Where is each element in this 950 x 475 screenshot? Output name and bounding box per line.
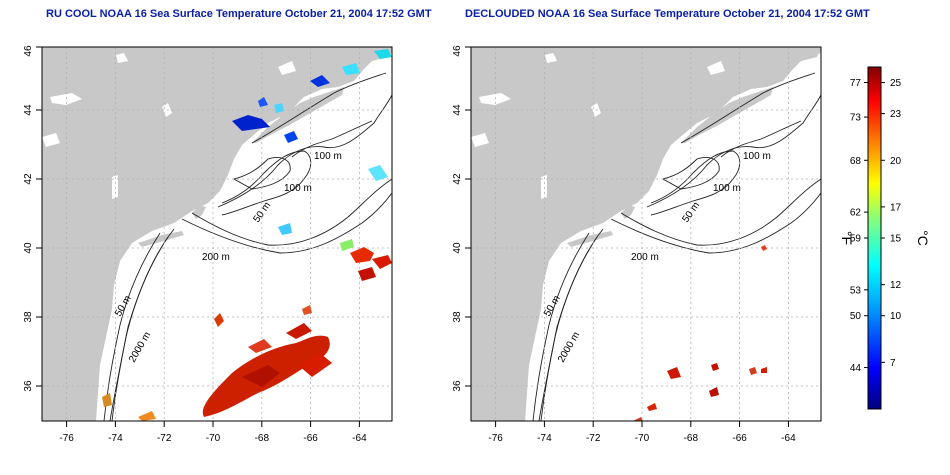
celsius-tick-label: 23: [890, 109, 902, 120]
left-coastline-and-bathymetry: [41, 46, 393, 422]
svg-text:-70: -70: [635, 433, 650, 444]
celsius-tick-label: 17: [890, 202, 902, 213]
fahrenheit-tick-label: 77: [850, 78, 862, 89]
svg-text:-68: -68: [255, 433, 270, 444]
svg-text:100 m: 100 m: [314, 151, 342, 162]
svg-text:-76: -76: [488, 433, 503, 444]
fahrenheit-tick-label: 73: [850, 113, 862, 124]
celsius-tick-label: 10: [890, 311, 902, 322]
right-sst-map: 100 m 100 m 50 m 200 m 50 m 2000 m: [452, 45, 822, 444]
left-x-axis: -76 -74 -72 -70 -68 -66 -64: [59, 421, 367, 444]
svg-text:40: 40: [452, 242, 463, 254]
celsius-axis-label: °C: [915, 230, 931, 246]
svg-text:-68: -68: [684, 433, 699, 444]
svg-text:2000 m: 2000 m: [556, 330, 582, 364]
svg-text:36: 36: [23, 380, 34, 392]
svg-text:-64: -64: [781, 433, 796, 444]
svg-text:-72: -72: [586, 433, 601, 444]
svg-text:-76: -76: [59, 433, 74, 444]
right-y-axis: 36 38 40 42 44 46: [452, 45, 471, 392]
svg-text:-70: -70: [206, 433, 221, 444]
svg-text:50 m: 50 m: [542, 294, 563, 319]
right-x-axis: -76 -74 -72 -70 -68 -66 -64: [488, 421, 796, 444]
fahrenheit-tick-label: 53: [850, 285, 862, 296]
right-plot-frame: [470, 46, 822, 422]
left-y-axis: 36 38 40 42 44 46: [23, 45, 42, 392]
svg-text:-66: -66: [303, 433, 318, 444]
celsius-ticks: 25 23 20 17 15 12 10 7: [881, 78, 902, 369]
svg-text:100 m: 100 m: [743, 151, 771, 162]
fahrenheit-ticks: 77 73 68 62 59 53 50 44: [850, 78, 868, 374]
celsius-tick-label: 12: [890, 280, 902, 291]
svg-text:-64: -64: [352, 433, 367, 444]
svg-text:-74: -74: [537, 433, 552, 444]
left-plot-frame: [41, 46, 393, 422]
fahrenheit-tick-label: 59: [850, 234, 862, 245]
svg-text:46: 46: [452, 45, 463, 57]
svg-text:50 m: 50 m: [113, 294, 134, 319]
celsius-tick-label: 20: [890, 156, 902, 167]
svg-text:-74: -74: [108, 433, 123, 444]
svg-text:200 m: 200 m: [631, 252, 659, 263]
fahrenheit-tick-label: 62: [850, 208, 862, 219]
left-sst-data-patches: [102, 49, 392, 421]
fahrenheit-tick-label: 68: [850, 156, 862, 167]
right-panel-title: DECLOUDED NOAA 16 Sea Surface Temperatur…: [465, 8, 870, 20]
fahrenheit-tick-label: 44: [850, 363, 862, 374]
fahrenheit-axis-label: °F: [839, 231, 855, 245]
svg-text:-66: -66: [732, 433, 747, 444]
temperature-colorbar: 77 73 68 62 59 53 50 44 25 23 20 17 15 12 10 7 °F °C: [839, 66, 931, 410]
svg-text:42: 42: [23, 173, 34, 185]
celsius-tick-label: 7: [890, 358, 896, 369]
svg-text:36: 36: [452, 380, 463, 392]
svg-text:200 m: 200 m: [202, 252, 230, 263]
svg-text:44: 44: [23, 104, 34, 116]
fahrenheit-tick-label: 50: [850, 311, 862, 322]
svg-text:42: 42: [452, 173, 463, 185]
svg-text:2000 m: 2000 m: [127, 330, 153, 364]
celsius-tick-label: 15: [890, 234, 902, 245]
svg-text:-72: -72: [157, 433, 172, 444]
left-sst-map: 100 m 100 m 50 m 200 m 50 m 2000 m: [23, 45, 393, 444]
svg-text:40: 40: [23, 242, 34, 254]
right-sst-data-patches: [633, 245, 767, 421]
svg-text:100 m: 100 m: [284, 183, 312, 194]
right-coastline-and-bathymetry: [470, 46, 822, 422]
svg-text:44: 44: [452, 104, 463, 116]
left-panel-title: RU COOL NOAA 16 Sea Surface Temperature …: [46, 8, 432, 20]
svg-text:38: 38: [23, 311, 34, 323]
colorbar-gradient: [867, 66, 882, 410]
celsius-tick-label: 25: [890, 78, 902, 89]
svg-text:100 m: 100 m: [713, 183, 741, 194]
svg-text:38: 38: [452, 311, 463, 323]
svg-text:46: 46: [23, 45, 34, 57]
